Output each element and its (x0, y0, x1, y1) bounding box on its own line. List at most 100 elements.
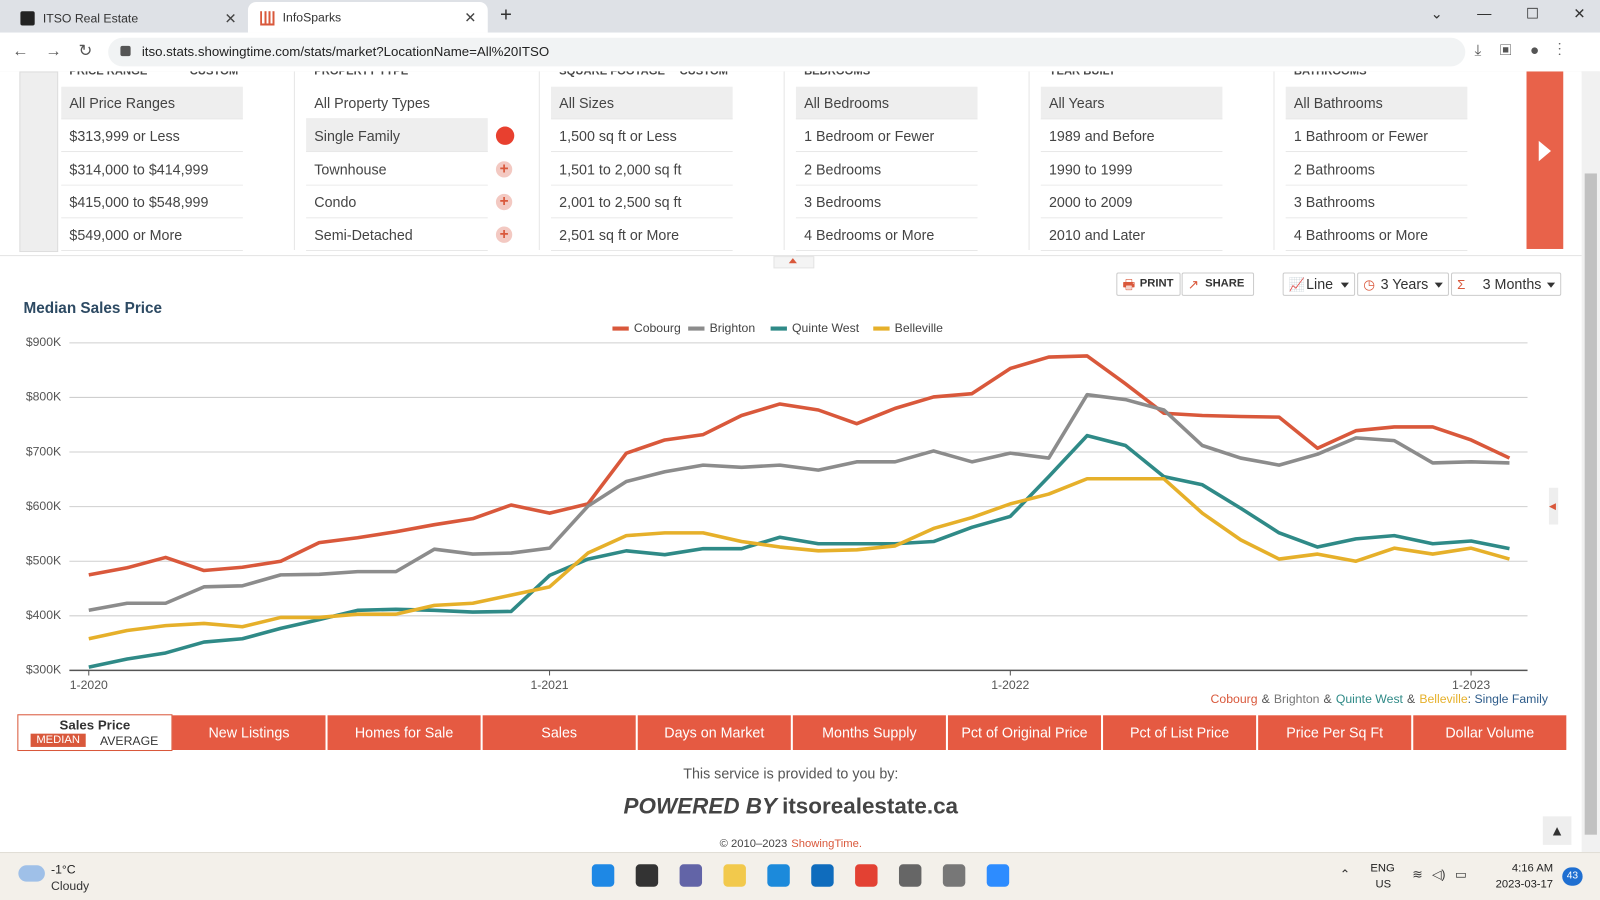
taskbar-app[interactable] (767, 864, 790, 887)
filter-header: SQUARE FOOTAGE (559, 71, 665, 78)
metric-tab[interactable]: Dollar Volume (1413, 715, 1567, 750)
add-icon[interactable]: + (495, 194, 513, 211)
filter-option[interactable]: Semi-Detached + (306, 218, 513, 252)
filter-option[interactable]: 3 Bathrooms (1285, 185, 1468, 219)
filter-option[interactable]: All Price Ranges (61, 86, 243, 120)
weather-icon (18, 865, 45, 882)
filter-option[interactable]: 1 Bedroom or Fewer (795, 119, 978, 153)
metric-tab[interactable]: Sales (482, 715, 636, 750)
column-divider (783, 71, 785, 250)
filter-option[interactable]: All Property Types (306, 86, 488, 120)
taskbar-app[interactable] (811, 864, 834, 887)
scroll-top[interactable]: ▲ (1542, 816, 1572, 845)
region[interactable]: US (1375, 878, 1392, 891)
metric-tab[interactable]: Pct of Original Price (947, 715, 1102, 750)
line-series (88, 354, 1511, 577)
note-suffix: : Single Family (1467, 691, 1548, 707)
add-icon[interactable]: + (495, 227, 513, 244)
filter-option[interactable]: $313,999 or Less (61, 119, 243, 153)
share-button[interactable]: ↗ SHARE (1181, 272, 1255, 296)
filter-option[interactable]: 1990 to 1999 (1040, 152, 1223, 186)
filter-option[interactable]: 1,500 sq ft or Less (551, 119, 733, 153)
filter-option[interactable]: All Bedrooms (795, 86, 978, 120)
filter-option[interactable]: Single Family (306, 119, 515, 153)
filter-option[interactable]: 2010 and Later (1040, 218, 1223, 252)
notification-badge[interactable]: 43 (1562, 867, 1583, 886)
filter-option[interactable]: 2 Bathrooms (1285, 152, 1468, 186)
option-label: $314,000 to $414,999 (69, 160, 209, 178)
filter-option[interactable]: All Sizes (551, 86, 733, 120)
taskbar-app[interactable] (855, 864, 878, 887)
taskbar-app[interactable] (942, 864, 966, 887)
language[interactable]: ENG (1370, 862, 1395, 875)
filter-option[interactable]: $415,000 to $548,999 (61, 185, 243, 219)
filter-option[interactable]: 2 Bedrooms (795, 152, 978, 186)
chart-type-select[interactable]: 📈 Line (1282, 272, 1356, 296)
sales-price-tab[interactable]: Sales Price MEDIAN AVERAGE (17, 714, 173, 752)
taskbar (0, 852, 1600, 900)
icon: Σ (1457, 276, 1466, 292)
filter-custom[interactable]: CUSTOM (189, 71, 239, 78)
clock-date[interactable]: 2023-03-17 (1495, 878, 1554, 891)
line-series (88, 476, 1510, 641)
filter-option[interactable]: 4 Bathrooms or More (1285, 218, 1468, 252)
new-tab[interactable]: + (499, 4, 512, 27)
option-label: All Bedrooms (804, 94, 890, 112)
filter-option[interactable]: All Bathrooms (1285, 86, 1468, 120)
metric-tab[interactable]: Days on Market (637, 715, 791, 750)
tab-active[interactable]: InfoSparks ✕ (247, 2, 488, 33)
taskbar-app[interactable] (635, 864, 659, 887)
median-toggle[interactable]: MEDIAN (30, 733, 86, 747)
clock-time[interactable]: 4:16 AM (1511, 862, 1554, 875)
metric-tab[interactable]: Price Per Sq Ft (1258, 715, 1412, 750)
range-select[interactable]: ◷ 3 Years (1357, 272, 1449, 296)
filter-option[interactable]: 4 Bedrooms or More (795, 218, 978, 252)
filter-option[interactable]: $314,000 to $414,999 (61, 152, 243, 186)
taskbar-app[interactable] (679, 864, 703, 887)
note-place: Belleville (1419, 691, 1468, 707)
address-bar[interactable]: itso.stats.showingtime.com/stats/market?… (108, 37, 1466, 67)
average-toggle[interactable]: AVERAGE (99, 733, 159, 748)
filter-option[interactable]: 1 Bathroom or Fewer (1285, 119, 1468, 153)
filter-option[interactable]: 3 Bedrooms (795, 185, 978, 219)
filter-custom[interactable]: CUSTOM (679, 71, 729, 78)
taskbar-app[interactable] (591, 864, 615, 887)
filter-option[interactable]: 2,501 sq ft or More (551, 218, 733, 252)
button-label: 3 Months (1482, 275, 1542, 292)
option-label: 2 Bedrooms (804, 160, 882, 178)
tab-close: ✕ (224, 10, 237, 27)
print-button[interactable]: 🖶 PRINT (1116, 272, 1181, 296)
taskbar-app[interactable] (898, 864, 922, 887)
metric-tab[interactable]: Homes for Sale (327, 715, 481, 750)
next-panel[interactable] (1526, 71, 1564, 249)
filter-option[interactable]: $549,000 or More (61, 218, 243, 252)
y-scroll-tab[interactable]: ◀ (1548, 487, 1559, 525)
icon: 🖶 (1122, 276, 1135, 292)
rolling-select[interactable]: Σ 3 Months (1451, 272, 1562, 296)
nav-buttons[interactable]: ← → ↻ (12, 42, 93, 61)
y-tick-label: $800K (26, 390, 62, 404)
taskbar-app[interactable] (986, 864, 1010, 887)
taskbar-app[interactable] (723, 864, 746, 887)
tray-icons: ⌃ (1339, 867, 1351, 882)
filter-option[interactable]: 2000 to 2009 (1040, 185, 1223, 219)
filter-option[interactable]: 1989 and Before (1040, 119, 1223, 153)
column-divider (1273, 71, 1275, 250)
filter-option[interactable]: Townhouse + (306, 152, 513, 186)
metric-tab[interactable]: Months Supply (792, 715, 946, 750)
selected-dot[interactable] (495, 126, 515, 146)
metric-tab[interactable]: New Listings (172, 715, 326, 750)
tray-status[interactable]: ≋ ◁) ▭ (1412, 867, 1467, 882)
filter-option[interactable]: Condo + (306, 185, 513, 219)
filter-option[interactable]: All Years (1040, 86, 1223, 120)
option-label: 1,501 to 2,000 sq ft (559, 160, 682, 178)
filter-option[interactable]: 2,001 to 2,500 sq ft (551, 185, 733, 219)
tab[interactable]: ITSO Real Estate ✕ (10, 4, 243, 33)
filter-option[interactable]: 1,501 to 2,000 sq ft (551, 152, 733, 186)
chart-title: Median Sales Price (23, 300, 162, 317)
metric-tab[interactable]: Pct of List Price (1103, 715, 1257, 750)
left-strip (19, 71, 59, 253)
window-controls[interactable]: ⌄ — ☐ ✕ (1430, 5, 1586, 22)
column-divider (538, 71, 540, 250)
add-icon[interactable]: + (495, 161, 513, 178)
